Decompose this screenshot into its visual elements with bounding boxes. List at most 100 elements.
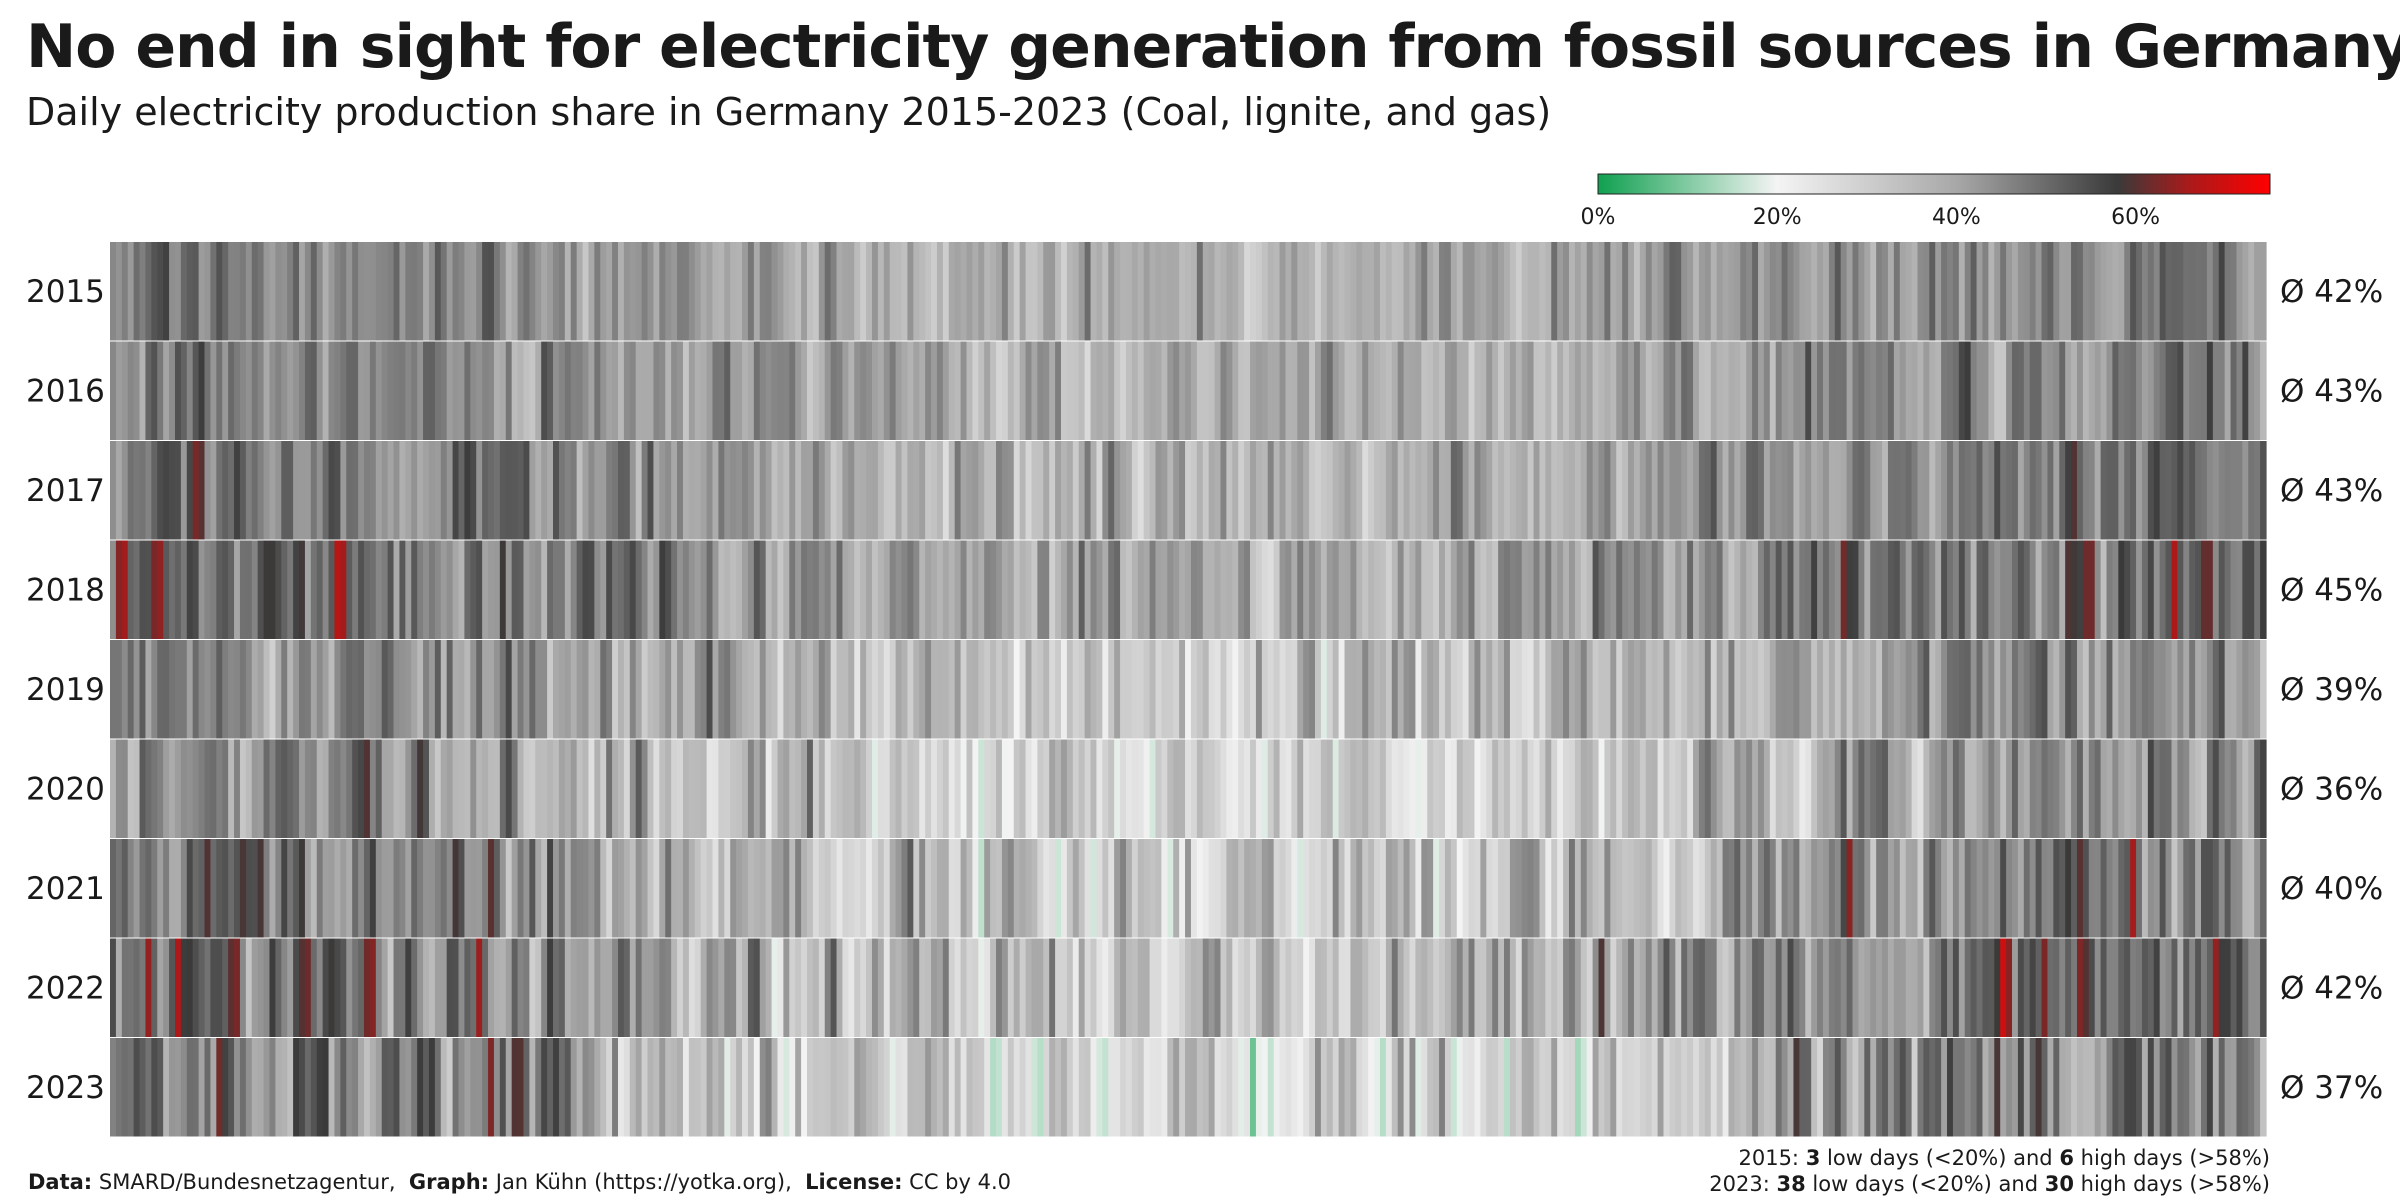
day-cell bbox=[1185, 341, 1192, 440]
day-cell bbox=[2183, 938, 2190, 1037]
day-cell bbox=[2254, 242, 2261, 341]
day-cell bbox=[1433, 242, 1440, 341]
day-cell bbox=[1858, 540, 1865, 639]
day-cell bbox=[1527, 839, 1535, 938]
day-cell bbox=[623, 938, 631, 1037]
day-cell bbox=[1545, 1038, 1552, 1137]
day-cell bbox=[1781, 640, 1789, 739]
day-cell bbox=[688, 640, 696, 739]
day-cell bbox=[824, 739, 832, 838]
day-cell bbox=[505, 640, 513, 739]
day-cell bbox=[883, 341, 891, 440]
day-cell bbox=[1952, 640, 1960, 739]
day-cell bbox=[2141, 640, 2149, 739]
day-cell bbox=[245, 242, 253, 341]
day-cell bbox=[1078, 739, 1086, 838]
day-cell bbox=[423, 441, 430, 540]
day-cell bbox=[1639, 441, 1647, 540]
day-cell bbox=[458, 242, 466, 341]
day-cell bbox=[423, 1038, 430, 1137]
day-cell bbox=[1568, 938, 1576, 1037]
day-cell bbox=[1716, 1038, 1724, 1137]
day-cell bbox=[594, 242, 601, 341]
day-cell bbox=[759, 242, 767, 341]
day-cell bbox=[340, 341, 347, 440]
license-value: CC by 4.0 bbox=[909, 1170, 1012, 1194]
day-cell bbox=[488, 341, 495, 440]
day-cell bbox=[405, 1038, 412, 1137]
day-cell bbox=[281, 1038, 288, 1137]
day-cell bbox=[895, 1038, 903, 1137]
day-cell bbox=[1450, 938, 1458, 1037]
day-cell bbox=[1852, 839, 1860, 938]
day-cell bbox=[1179, 341, 1186, 440]
day-cell bbox=[316, 839, 324, 938]
day-cell bbox=[629, 839, 637, 938]
day-cell bbox=[1970, 839, 1978, 938]
day-cell bbox=[263, 242, 271, 341]
day-cell bbox=[1769, 938, 1777, 1037]
day-cell bbox=[547, 739, 554, 838]
day-cell bbox=[1834, 839, 1842, 938]
day-cell bbox=[1397, 242, 1405, 341]
day-cell bbox=[1598, 839, 1606, 938]
day-cell bbox=[2106, 938, 2114, 1037]
day-cell bbox=[2260, 341, 2267, 440]
day-cell bbox=[582, 839, 590, 938]
day-cell bbox=[511, 640, 519, 739]
day-cell bbox=[812, 242, 820, 341]
day-cell bbox=[925, 441, 932, 540]
day-cell bbox=[682, 640, 690, 739]
day-cell bbox=[1693, 739, 1700, 838]
day-cell bbox=[919, 839, 926, 938]
day-cell bbox=[942, 640, 950, 739]
day-cell bbox=[1120, 242, 1127, 341]
day-cell bbox=[352, 839, 359, 938]
day-cell bbox=[1084, 441, 1092, 540]
day-cell bbox=[913, 341, 920, 440]
day-cell bbox=[1964, 242, 1972, 341]
day-cell bbox=[1822, 540, 1830, 639]
day-cell bbox=[157, 938, 164, 1037]
day-cell bbox=[499, 1038, 507, 1137]
day-cell bbox=[1326, 441, 1334, 540]
day-cell bbox=[269, 540, 276, 639]
day-cell bbox=[623, 839, 631, 938]
day-cell bbox=[2153, 640, 2161, 739]
day-cell bbox=[2248, 640, 2255, 739]
day-cell bbox=[1338, 441, 1346, 540]
day-cell bbox=[1598, 739, 1606, 838]
day-cell bbox=[505, 341, 513, 440]
day-cell bbox=[328, 242, 336, 341]
day-cell bbox=[931, 242, 938, 341]
day-cell bbox=[1639, 341, 1647, 440]
day-cell bbox=[700, 242, 708, 341]
day-cell bbox=[1864, 540, 1871, 639]
day-cell bbox=[393, 839, 401, 938]
day-cell bbox=[139, 341, 147, 440]
day-cell bbox=[1840, 938, 1848, 1037]
day-cell bbox=[523, 341, 530, 440]
day-cell bbox=[1870, 938, 1877, 1037]
day-cell bbox=[801, 938, 808, 1037]
day-cell bbox=[1687, 242, 1694, 341]
day-cell bbox=[1498, 540, 1505, 639]
day-cell bbox=[1114, 341, 1121, 440]
day-cell bbox=[275, 938, 282, 1037]
day-cell bbox=[1161, 739, 1168, 838]
day-cell bbox=[529, 242, 536, 341]
day-cell bbox=[2076, 1038, 2084, 1137]
day-cell bbox=[1427, 1038, 1434, 1137]
day-cell bbox=[1698, 938, 1706, 1037]
day-cell bbox=[1887, 540, 1895, 639]
day-cell bbox=[541, 540, 548, 639]
day-cell bbox=[428, 640, 436, 739]
day-cell bbox=[1911, 242, 1919, 341]
day-cell bbox=[1261, 1038, 1269, 1137]
day-cell bbox=[1622, 341, 1629, 440]
day-cell bbox=[907, 1038, 914, 1137]
day-cell bbox=[1722, 640, 1730, 739]
day-cell bbox=[1379, 242, 1387, 341]
day-cell bbox=[1037, 540, 1044, 639]
day-cell bbox=[1267, 839, 1275, 938]
